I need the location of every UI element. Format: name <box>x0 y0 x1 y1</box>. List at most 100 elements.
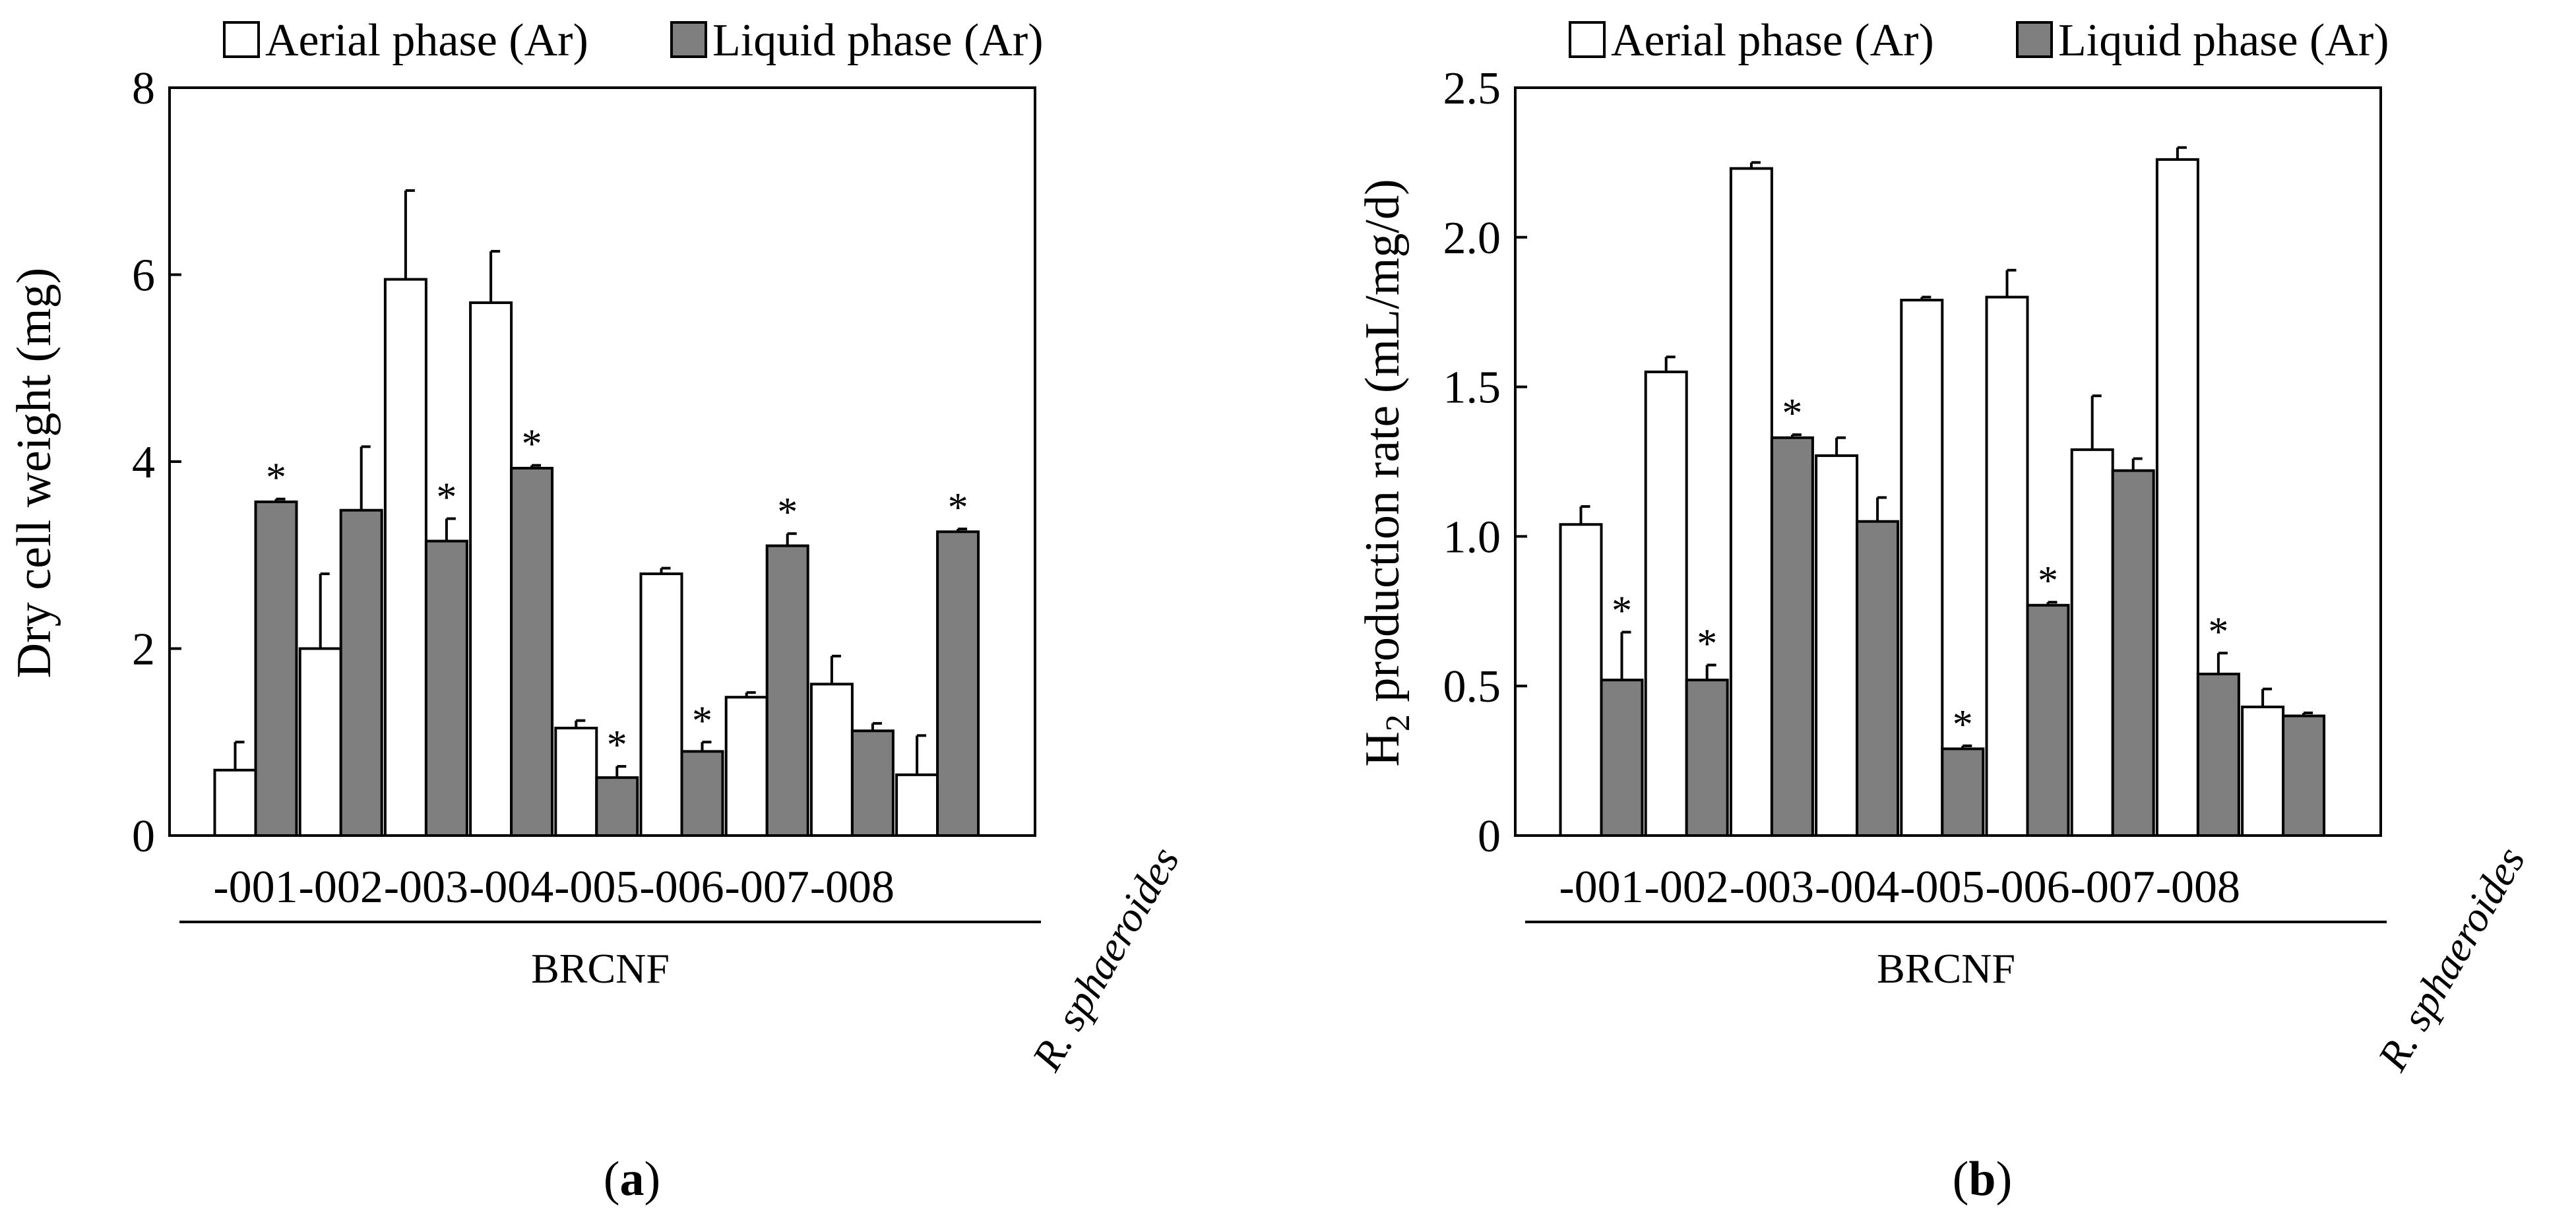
x-category-label: -002 <box>299 862 383 913</box>
bar-liquid <box>424 539 468 837</box>
bar-liquid <box>765 544 809 837</box>
y-axis-ticks-b: 0 0.5 1.0 1.5 2.0 2.5 <box>1443 63 1527 862</box>
y-tick-label: 0.5 <box>1443 661 1501 712</box>
bar-aerial <box>469 301 513 837</box>
bar-aerial <box>1815 454 1859 837</box>
group-label-brcnf-a: BRCNF <box>531 945 670 992</box>
significance-star: * <box>1697 621 1717 666</box>
bar-liquid <box>1941 747 1985 838</box>
panel-a-dry-cell-weight-chart: Aerial phase (Ar) Liquid phase (Ar) Dry … <box>7 15 1188 1206</box>
x-category-label: -006 <box>1985 862 2069 913</box>
bar-aerial <box>809 683 854 837</box>
x-category-label: -004 <box>469 862 553 913</box>
bar-liquid <box>339 508 383 838</box>
y-tick-label: 0 <box>1478 811 1501 862</box>
bar-liquid <box>1770 436 1814 837</box>
significance-star: * <box>948 485 968 530</box>
bar-liquid <box>680 750 724 838</box>
bars-b: * * * * * * <box>1559 146 2326 838</box>
legend-a: Aerial phase (Ar) Liquid phase (Ar) <box>223 15 1044 66</box>
bar-aerial <box>213 768 257 838</box>
bar-aerial <box>1900 299 1944 837</box>
legend-label-liquid: Liquid phase (Ar) <box>712 15 1044 66</box>
significance-star: * <box>2208 609 2228 654</box>
y-tick-label: 4 <box>132 437 155 488</box>
y-tick-label: 2 <box>132 625 155 675</box>
y-tick-label: 8 <box>132 63 155 114</box>
bar-aerial <box>2241 705 2285 838</box>
significance-star: * <box>266 456 286 501</box>
bar-aerial <box>1559 523 1603 837</box>
bar-liquid <box>850 729 895 837</box>
x-category-label: -003 <box>384 862 468 913</box>
y-axis-title-a: Dry cell weight (mg) <box>7 268 61 679</box>
bar-aerial <box>383 278 427 837</box>
y-tick-label: 2.0 <box>1443 213 1501 264</box>
x-category-label: -001 <box>213 862 298 913</box>
significance-star: * <box>777 490 798 535</box>
x-category-label: -007 <box>2071 862 2155 913</box>
y-tick-label: 6 <box>132 251 155 301</box>
x-category-label: -008 <box>2156 862 2240 913</box>
x-category-label: -007 <box>725 862 809 913</box>
legend-label-aerial: Aerial phase (Ar) <box>265 15 588 66</box>
significance-star: * <box>522 422 542 467</box>
bar-liquid <box>2111 469 2155 837</box>
bar-liquid <box>1685 679 1729 838</box>
bar-aerial <box>1729 167 1773 838</box>
bar-liquid <box>1856 520 1900 837</box>
bars-a: * * * * * * * <box>213 189 980 838</box>
bar-liquid <box>936 530 980 837</box>
x-category-label: -003 <box>1730 862 1814 913</box>
significance-star: * <box>692 698 712 743</box>
bar-aerial <box>639 572 683 837</box>
y-tick-label: 1.0 <box>1443 512 1501 563</box>
y-tick-label: 0 <box>132 811 155 862</box>
bar-liquid <box>1600 679 1644 838</box>
x-category-label: -002 <box>1645 862 1729 913</box>
y-tick-label: 2.5 <box>1443 63 1501 114</box>
significance-star: * <box>1782 391 1802 436</box>
bar-liquid <box>2282 714 2326 838</box>
x-category-label: -001 <box>1559 862 1643 913</box>
bar-aerial <box>2070 448 2114 837</box>
bar-liquid <box>2026 603 2070 838</box>
bar-liquid <box>2196 673 2240 838</box>
y-tick-label: 1.5 <box>1443 363 1501 413</box>
bar-aerial <box>1644 370 1688 837</box>
bar-aerial <box>895 773 939 838</box>
x-category-label: -004 <box>1815 862 1899 913</box>
panel-b-h2-production-chart: Aerial phase (Ar) Liquid phase (Ar) H2 p… <box>1356 15 2534 1206</box>
bar-aerial <box>724 696 769 837</box>
x-category-label: -006 <box>639 862 724 913</box>
reference-label-b: R. sphaeroides <box>2368 839 2534 1079</box>
bar-aerial <box>298 647 342 837</box>
plot-frame-a <box>168 86 1036 837</box>
legend-b: Aerial phase (Ar) Liquid phase (Ar) <box>1569 15 2389 66</box>
significance-star: * <box>1612 589 1632 634</box>
panel-label-a: (a) <box>604 1152 660 1206</box>
y-axis-title-b: H2 production rate (mL/mg/d) <box>1356 179 1417 766</box>
bar-liquid <box>510 466 554 837</box>
x-axis-labels-b: -001 -002 -003 -004 -005 -006 -007 -008 <box>1559 862 2240 913</box>
panel-label-b: (b) <box>1953 1152 2012 1206</box>
x-category-label: -005 <box>554 862 639 913</box>
x-axis-labels-a: -001 -002 -003 -004 -005 -006 -007 -008 <box>213 862 895 913</box>
significance-star: * <box>1953 702 1973 747</box>
legend-swatch-liquid <box>2016 21 2053 58</box>
legend-swatch-aerial <box>223 21 260 58</box>
significance-star: * <box>2038 559 2058 603</box>
y-axis-ticks-a: 0 2 4 6 8 <box>132 63 181 862</box>
bar-aerial <box>1985 295 2029 837</box>
legend-label-liquid: Liquid phase (Ar) <box>2058 15 2389 66</box>
legend-swatch-aerial <box>1569 21 1606 58</box>
legend-swatch-liquid <box>670 21 707 58</box>
group-label-brcnf-b: BRCNF <box>1877 945 2015 992</box>
bar-aerial <box>554 726 598 838</box>
significance-star: * <box>436 475 456 520</box>
x-category-label: -005 <box>1900 862 1984 913</box>
bar-liquid <box>254 500 298 837</box>
bar-aerial <box>2155 158 2199 837</box>
reference-label-a: R. sphaeroides <box>1022 839 1188 1079</box>
